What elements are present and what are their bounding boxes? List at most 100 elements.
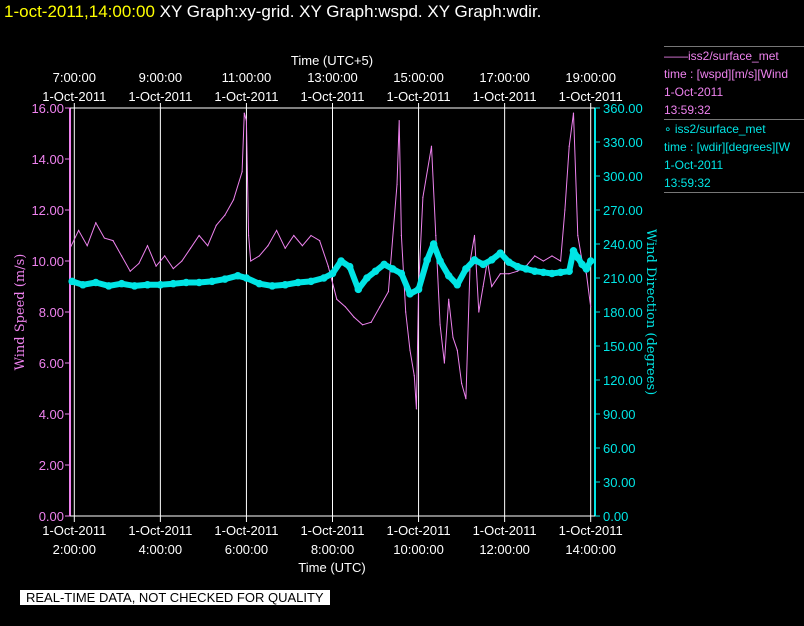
right-axis-title: Wind Direction (degrees) (643, 229, 658, 395)
left-tick-label-1: 2.00 (39, 458, 64, 473)
wind-speed-point-79 (590, 306, 592, 308)
wind-speed-point-50 (430, 145, 433, 147)
wind-speed-point-42 (398, 120, 400, 122)
wind-speed-point-16 (207, 245, 209, 247)
wind-speed-point-19 (232, 199, 235, 201)
legend-wspd-time: 13:59:32 (664, 103, 711, 117)
left-tick-label-5: 10.00 (31, 254, 64, 269)
wind-speed-point-10 (155, 265, 157, 267)
wind-speed-point-6 (121, 255, 123, 257)
left-tick-label-6: 12.00 (31, 203, 64, 218)
wind-speed-point-76 (577, 234, 579, 237)
wind-speed-point-5 (112, 240, 114, 242)
wind-direction-point-33 (429, 240, 438, 248)
wind-direction-point-29 (397, 269, 406, 278)
wind-direction-point-37 (462, 265, 470, 273)
wind-direction-point-46 (539, 268, 548, 277)
wind-speed-point-13 (181, 260, 183, 262)
wind-speed-point-33 (327, 265, 329, 267)
wind-direction-point-20 (320, 274, 328, 282)
bottom-tick-time-2: 6:00:00 (225, 542, 268, 557)
legend-panel: ——iss2/surface_met time : [wspd][m/s][Wi… (664, 46, 804, 193)
wind-direction-point-47 (548, 269, 556, 278)
wind-speed-point-75 (572, 112, 575, 114)
wind-speed-point-52 (439, 324, 441, 326)
wind-speed-point-12 (172, 268, 174, 270)
wind-speed-point-41 (396, 183, 398, 186)
wind-direction-point-44 (522, 265, 530, 273)
wind-direction-point-12 (221, 275, 229, 283)
wind-direction-point-36 (453, 281, 462, 289)
wind-direction-series (68, 240, 595, 298)
wind-speed-point-9 (146, 245, 149, 247)
wind-direction-point-24 (354, 285, 363, 294)
wind-direction-point-5 (130, 282, 139, 290)
wind-speed-point-46 (413, 375, 415, 377)
top-tick-time-6: 19:00:00 (565, 70, 616, 85)
wind-speed-point-66 (508, 273, 510, 275)
wind-speed-point-53 (443, 362, 445, 364)
wind-speed-point-51 (435, 234, 437, 237)
wind-speed-point-78 (585, 273, 587, 275)
wind-speed-point-20 (241, 171, 243, 173)
wind-speed-point-65 (499, 273, 501, 275)
legend-wdir-source: ∘ iss2/surface_met (664, 122, 766, 136)
top-tick-time-3: 13:00:00 (307, 70, 358, 85)
legend-wdir-date: 1-Oct-2011 (664, 158, 724, 172)
legend-wspd-date: 1-Oct-2011 (664, 85, 724, 99)
wind-direction-point-23 (345, 262, 354, 271)
right-tick-label-7: 210.00 (603, 271, 643, 286)
bottom-tick-date-5: 1-Oct-2011 (473, 523, 537, 538)
left-tick-label-8: 16.00 (31, 101, 64, 116)
right-tick-label-11: 330.00 (603, 135, 643, 150)
left-tick-label-4: 8.00 (39, 305, 64, 320)
right-tick-label-12: 360.00 (603, 101, 643, 116)
wind-direction-point-3 (104, 282, 113, 290)
legend-wspd-var: time : [wspd][m/s][Wind (664, 67, 789, 81)
wind-direction-point-45 (531, 267, 539, 275)
wind-direction-point-26 (371, 267, 380, 275)
wind-direction-point-8 (169, 279, 178, 288)
wind-speed-point-21 (243, 112, 245, 114)
wind-direction-point-27 (380, 260, 388, 269)
wind-direction-point-51 (574, 253, 582, 262)
wind-speed-point-2 (86, 245, 88, 247)
wind-direction-point-48 (556, 268, 565, 277)
wind-speed-line (69, 112, 592, 409)
top-tick-time-0: 7:00:00 (53, 70, 96, 85)
top-tick-date-6: 1-Oct-2011 (559, 89, 623, 104)
grid-lines (73, 108, 592, 516)
wind-speed-point-56 (456, 349, 458, 351)
wind-direction-point-19 (307, 277, 315, 286)
right-tick-label-0: 0.00 (603, 509, 628, 524)
wind-speed-point-25 (258, 255, 260, 257)
wind-speed-point-44 (405, 311, 407, 313)
wind-direction-point-0 (68, 277, 76, 286)
left-tick-label-2: 4.00 (39, 407, 64, 422)
right-tick-label-3: 90.00 (603, 407, 636, 422)
wind-speed-point-73 (564, 209, 566, 211)
wind-speed-point-67 (516, 270, 519, 272)
wind-direction-point-32 (423, 256, 431, 264)
wind-direction-point-49 (565, 267, 573, 275)
wind-direction-point-39 (479, 260, 487, 269)
wind-speed-point-38 (370, 321, 372, 323)
top-tick-time-1: 9:00:00 (139, 70, 182, 85)
wind-speed-point-14 (189, 247, 192, 249)
wind-direction-point-7 (156, 281, 165, 289)
bottom-tick-time-3: 8:00:00 (311, 542, 354, 557)
wind-direction-point-43 (513, 262, 522, 271)
wind-speed-point-35 (344, 306, 347, 308)
right-tick-label-1: 30.00 (603, 475, 636, 490)
wind-direction-point-18 (294, 278, 302, 287)
top-tick-time-2: 11:00:00 (222, 70, 272, 85)
wind-speed-point-29 (293, 234, 295, 237)
header-timestamp: 1-oct-2011,14:00:00 (4, 2, 155, 21)
wind-direction-point-50 (569, 247, 578, 255)
wind-speed-point-22 (245, 120, 248, 122)
wind-direction-point-30 (406, 290, 414, 298)
left-axis-title: Wind Speed (m/s) (13, 254, 28, 371)
wind-speed-point-34 (336, 298, 338, 300)
legend-wdir: ∘ iss2/surface_met time : [wdir][degrees… (664, 120, 804, 193)
